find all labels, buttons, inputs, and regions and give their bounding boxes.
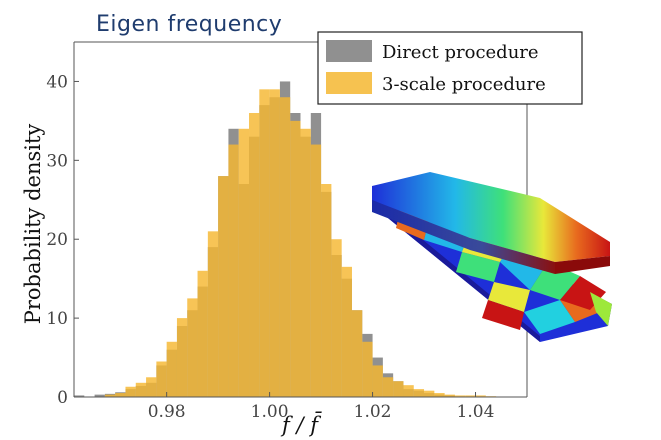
y-tick-label-1: 10 xyxy=(46,309,68,329)
histogram-bar-3scale-8 xyxy=(187,298,198,397)
beam-fe-model xyxy=(372,172,612,342)
x-tick-label-0: 0.98 xyxy=(148,402,186,422)
x-tick-label-2: 1.02 xyxy=(354,402,392,422)
histogram-bar-3scale-24 xyxy=(351,310,363,397)
histogram-bar-3scale-31 xyxy=(424,390,435,397)
y-axis-label: Probability density xyxy=(21,124,45,325)
histogram-bar-3scale-9 xyxy=(197,270,208,397)
histogram-bar-3scale-4 xyxy=(146,377,157,397)
legend-label-direct: Direct procedure xyxy=(382,42,539,63)
histogram-bar-3scale-14 xyxy=(249,113,260,397)
x-tick-label-3: 1.04 xyxy=(457,402,495,422)
legend-swatch-3scale xyxy=(326,72,372,94)
histogram-bar-3scale-23 xyxy=(341,266,352,397)
histogram-bar-3scale-2 xyxy=(125,386,136,397)
histogram-bar-3scale-34 xyxy=(454,395,466,397)
histogram-bar-3scale-27 xyxy=(382,377,394,397)
y-tick-label-2: 20 xyxy=(46,230,68,250)
legend: Direct procedure 3-scale procedure xyxy=(317,31,583,105)
bars-layer xyxy=(74,81,497,397)
histogram-bar-3scale-17 xyxy=(279,97,291,397)
histogram-bar-3scale-10 xyxy=(207,231,219,397)
histogram-bar-3scale-15 xyxy=(259,89,270,397)
y-tick-label-4: 40 xyxy=(46,72,68,92)
histogram-bar-3scale-25 xyxy=(362,341,373,397)
x-axis-label: f / f̄ xyxy=(280,411,322,437)
histogram-bar-3scale-22 xyxy=(331,239,342,397)
histogram-bar-3scale-19 xyxy=(300,128,311,397)
legend-label-3scale: 3-scale procedure xyxy=(382,74,546,95)
histogram-bar-3scale-11 xyxy=(218,176,229,397)
histogram-bar-3scale-26 xyxy=(372,365,383,397)
x-tick-label-1: 1.00 xyxy=(251,402,289,422)
histogram-bar-3scale-36 xyxy=(475,395,486,397)
histogram-bar-3scale-16 xyxy=(269,89,280,397)
histogram-bar-3scale-35 xyxy=(465,395,476,397)
histogram-bar-3scale-1 xyxy=(115,393,126,397)
histogram-bar-3scale-7 xyxy=(176,318,188,397)
histogram-bar-3scale-6 xyxy=(166,341,177,397)
histogram-bar-3scale-30 xyxy=(413,389,425,397)
histogram-bar-3scale-3 xyxy=(135,382,147,397)
histogram-bar-3scale-29 xyxy=(403,385,414,397)
chart-title: Eigen frequency xyxy=(96,12,283,37)
histogram-bar-3scale-13 xyxy=(238,128,250,397)
histogram-bar-3scale-21 xyxy=(321,184,332,397)
histogram-bar-direct-0 xyxy=(74,395,85,397)
histogram-bar-3scale-33 xyxy=(444,394,455,397)
histogram-bar-direct-1 xyxy=(94,394,105,397)
histogram-bar-3scale-18 xyxy=(290,120,301,397)
histogram-bar-3scale-20 xyxy=(310,144,322,397)
histogram-bar-3scale-12 xyxy=(228,144,239,397)
histogram-bar-3scale-32 xyxy=(434,393,445,397)
ticks-layer: 0.98 1.00 1.02 1.04 0 10 20 30 40 xyxy=(46,72,494,422)
y-tick-label-3: 30 xyxy=(46,151,68,171)
y-tick-label-0: 0 xyxy=(57,388,68,408)
histogram-bar-3scale-5 xyxy=(156,361,167,397)
histogram-bar-3scale-28 xyxy=(393,381,404,397)
legend-swatch-direct xyxy=(326,40,372,62)
histogram-bar-3scale-0 xyxy=(104,394,116,397)
